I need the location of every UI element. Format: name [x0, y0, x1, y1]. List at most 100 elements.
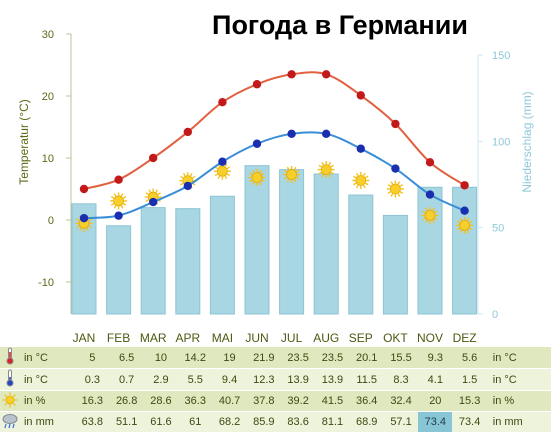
precipitation-bar [209, 195, 235, 315]
max-temperature-point [114, 175, 123, 184]
max-temperature-point [287, 70, 296, 79]
sun-ray [110, 203, 115, 206]
sun-ray [355, 184, 359, 189]
table-cell: 73.4 [418, 411, 453, 433]
min-temperature-point [79, 213, 89, 223]
sun-core [389, 183, 401, 195]
min-temperature-point [425, 190, 435, 199]
sun-ray [432, 219, 435, 224]
precipitation-bar [313, 173, 339, 315]
sun-ray [214, 173, 218, 177]
table-cell: 32.4 [383, 390, 419, 412]
min-temperature-point [149, 197, 158, 207]
sun-core [113, 195, 124, 207]
sun-ray [387, 184, 391, 187]
month-label: OKT [383, 331, 408, 345]
sun-ray [86, 227, 89, 231]
sun-ray [469, 220, 473, 224]
sun-marker [421, 206, 439, 224]
month-label: MAI [212, 331, 233, 345]
min-temperature-point [183, 181, 192, 191]
max-temperature-point [460, 181, 469, 190]
sun-ray [249, 179, 253, 183]
sun-ray [362, 172, 366, 177]
sun-ray [226, 166, 231, 170]
sun-core [286, 169, 298, 180]
right-tick-label: 150 [492, 50, 510, 62]
table-cell: 9.4 [212, 368, 247, 391]
table-row: in % 16.3 26.8 28.6 36.3 40.7 37.8 39.2 41.5 36.4… [0, 390, 551, 412]
sun-ray [293, 178, 297, 183]
sun-ray [120, 205, 124, 209]
min-temperature-point [287, 129, 296, 139]
min-temperature-point [114, 211, 123, 220]
sun-ray [330, 164, 334, 168]
sun-ray [113, 193, 117, 197]
table-cell: 83.6 [280, 411, 316, 433]
left-tick-label: 30 [42, 29, 54, 41]
thermometer-hot-icon [0, 347, 20, 369]
month-label: JUN [245, 331, 268, 345]
sun-ray [425, 219, 428, 224]
sun-ray [328, 174, 332, 178]
table-cell: 5.5 [178, 368, 213, 391]
sun-ray [466, 217, 470, 221]
sun-ray [224, 175, 228, 180]
row-label: in mm [19, 411, 76, 433]
sun-ray [145, 199, 149, 202]
sun-ray [321, 174, 325, 178]
sun-ray [399, 184, 404, 187]
sun-ray [425, 207, 428, 211]
sun-ray [432, 207, 435, 211]
table-cell: 15.5 [383, 347, 419, 369]
table-cell: 5 [75, 347, 110, 369]
sun-ray [249, 172, 253, 176]
table-cell: 0.3 [75, 368, 110, 391]
sun-ray [123, 203, 127, 206]
table-cell: 63.8 [75, 411, 110, 433]
table-cell: 57.1 [383, 411, 419, 433]
table-cell: 51.1 [109, 411, 144, 433]
precipitation-bar [382, 214, 408, 315]
table-cell: 6.5 [109, 347, 144, 369]
table-cell: 8.3 [383, 368, 419, 391]
sun-ray [226, 173, 231, 177]
sun-ray [252, 169, 255, 174]
right-tick-label: 100 [492, 136, 510, 148]
sun-ray [456, 227, 461, 231]
table-cell: 10 [143, 347, 179, 369]
sun-ray [387, 191, 391, 194]
sun-ray [434, 217, 438, 221]
table-cell: 36.4 [349, 390, 384, 412]
sun-ray [390, 181, 394, 185]
sun-ray [362, 184, 366, 189]
precipitation-bar [175, 208, 201, 315]
table-cell: 28.6 [143, 390, 179, 412]
table-cell: 36.3 [178, 390, 213, 412]
sun-ray [180, 175, 184, 179]
table-cell: 13.9 [280, 368, 316, 391]
sun-ray [365, 182, 369, 186]
sun-ray [466, 229, 470, 234]
sun-ray [217, 175, 221, 180]
sun-ray [113, 205, 117, 209]
sun-ray [321, 161, 325, 166]
table-cell: 40.7 [212, 390, 247, 412]
sun-core [216, 165, 228, 177]
table-cell: 85.9 [246, 411, 281, 433]
month-label: MAR [140, 331, 167, 345]
chart-title: Погода в Германии [212, 10, 468, 40]
y-right-axis-label: Niederschlag (mm) [520, 91, 534, 192]
sun-ray [123, 196, 127, 199]
sun-ray [296, 169, 300, 173]
table-cell: 68.2 [212, 411, 247, 433]
precipitation-bar [348, 194, 374, 315]
table-row: in °C 0.3 0.7 2.9 5.5 9.4 12.3 13.9 13.9 11.5 8.3 4… [0, 368, 551, 391]
max-temperature-point [149, 153, 158, 163]
sun-ray [365, 175, 369, 179]
sun-ray [286, 178, 290, 183]
table-cell: 37.8 [246, 390, 281, 412]
sun-ray [259, 181, 262, 186]
